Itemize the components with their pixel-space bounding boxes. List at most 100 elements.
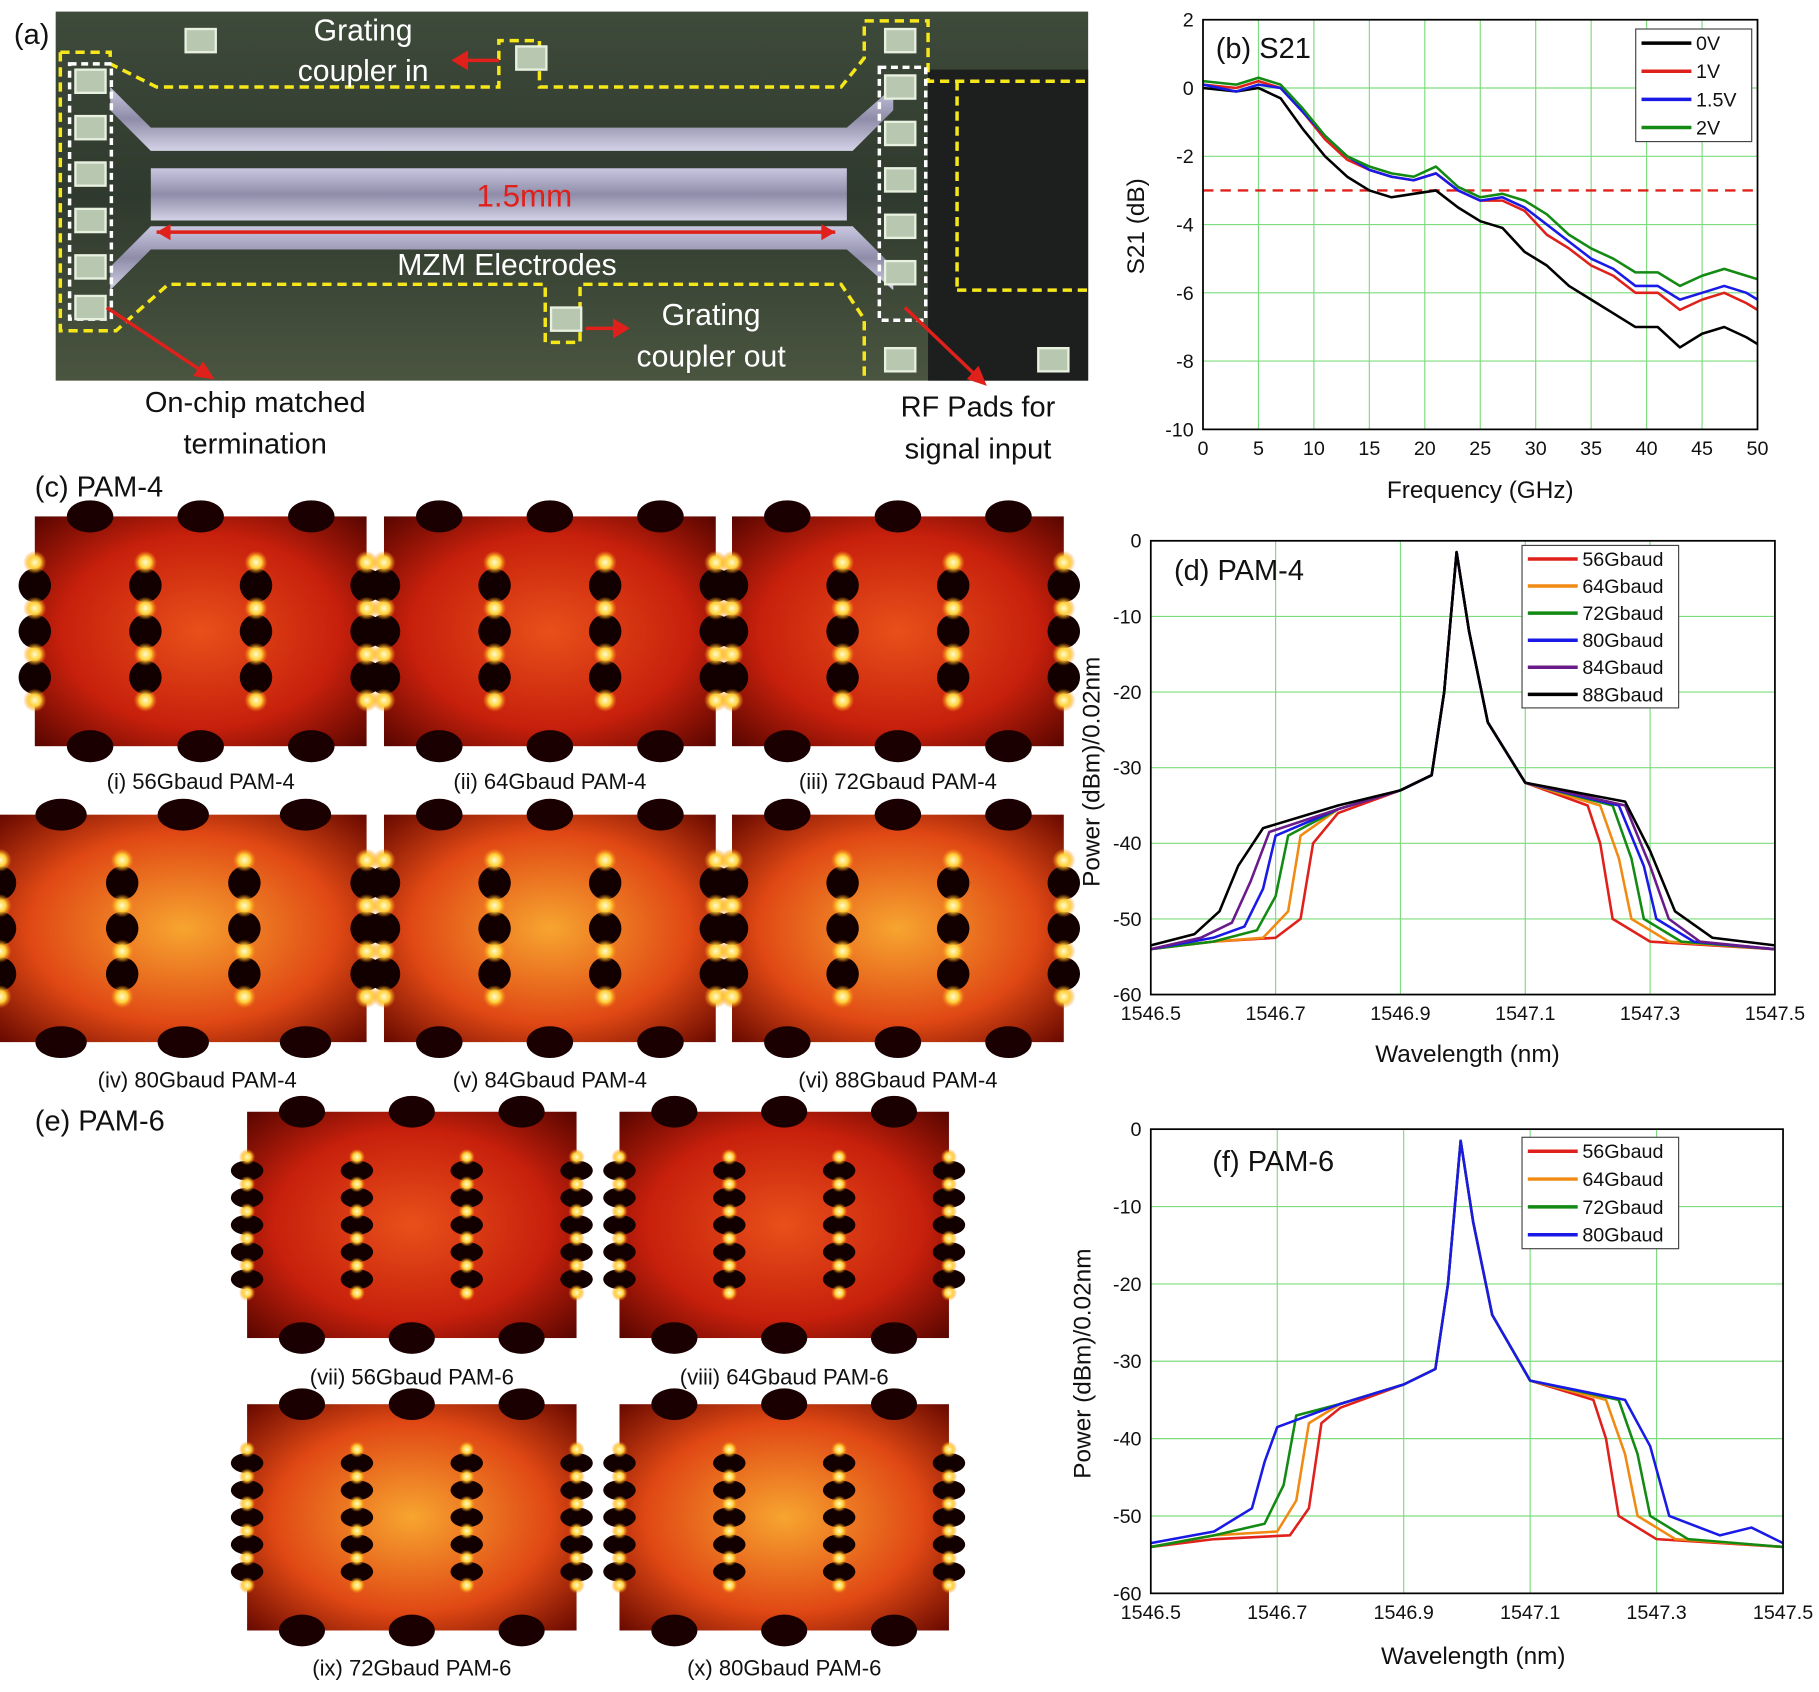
eye-opening (822, 1507, 856, 1528)
eye-crossing (611, 1257, 628, 1274)
contact-pad (74, 114, 107, 141)
eye-opening (588, 866, 622, 900)
series-line-2V (1202, 76, 1758, 288)
eye-crossing (0, 939, 12, 963)
eye-bottom-dark (526, 730, 574, 763)
eye-top-dark (985, 798, 1032, 831)
y-tick-label: -10 (1113, 1196, 1142, 1218)
eye-crossing (458, 1257, 475, 1274)
eye-opening (1047, 660, 1081, 695)
eye-top-dark (388, 1388, 435, 1421)
eye-opening (936, 866, 970, 900)
eye-crossing (593, 985, 617, 1009)
eye-crossing (704, 642, 728, 666)
eye-opening (822, 1534, 856, 1555)
eye-crossing (940, 1176, 958, 1193)
eye-diagram-panel (0, 798, 383, 1059)
eye-opening (560, 1214, 593, 1235)
eye-opening (713, 1480, 746, 1501)
eye-opening (715, 866, 749, 900)
eye-crossing (593, 939, 617, 963)
eye-crossing (482, 642, 507, 666)
eye-crossing (831, 1148, 848, 1166)
legend-label: 84Gbaud (1582, 657, 1663, 679)
panel-c-label: (c) PAM-4 (35, 472, 163, 504)
eye-crossing (568, 1441, 585, 1458)
eye-opening (588, 660, 622, 695)
eye-crossing (348, 1441, 366, 1458)
x-tick-label: 1547.3 (1626, 1602, 1686, 1624)
eye-top-dark (761, 1095, 808, 1128)
eye-crossing (568, 1176, 585, 1193)
contact-pad (515, 45, 548, 71)
plot-frame (1149, 539, 1776, 996)
termination-label-2: termination (183, 429, 326, 461)
eye-crossing (458, 1468, 475, 1485)
eye-opening (713, 1507, 746, 1528)
eye-opening (478, 911, 511, 946)
x-tick-label: 30 (1525, 438, 1547, 460)
eye-opening (105, 957, 139, 991)
eye-crossing (348, 1522, 366, 1540)
eye-bottom-dark (157, 1026, 209, 1059)
x-tick-label: 1546.9 (1370, 1003, 1430, 1025)
eye-crossing (721, 1148, 738, 1166)
eye-diagram-panel (715, 798, 1081, 1059)
eye-opening (822, 1160, 856, 1181)
x-tick-label: 10 (1303, 438, 1325, 460)
eye-crossing (831, 1549, 848, 1567)
eye-opening (1047, 911, 1081, 946)
eye-opening (932, 1561, 966, 1582)
eye-crossing (232, 894, 256, 918)
eye-crossing (133, 596, 157, 620)
eye-top-dark (870, 1095, 918, 1128)
eye-top-dark (157, 798, 209, 831)
eye-crossing (941, 894, 965, 918)
eye-opening (603, 1480, 636, 1501)
y-tick-label: -60 (1113, 1583, 1142, 1605)
eye-opening (230, 1187, 264, 1208)
eye-diagram-panel (18, 500, 383, 763)
eye-opening (826, 911, 859, 946)
eye-top-dark (279, 798, 332, 831)
eye-crossing (238, 1441, 256, 1458)
eye-opening (936, 911, 970, 946)
eye-opening (450, 1507, 483, 1528)
y-tick-label: -4 (1176, 215, 1194, 237)
eye-opening (478, 866, 511, 900)
eye-crossing (831, 688, 855, 712)
legend-label: 1.5V (1696, 89, 1737, 111)
chart-f-pam6-spectrum: 1546.5 1546.7 1546.9 1547.1 1547.3 1547.5 -60 -… (1069, 1119, 1813, 1670)
eye-crossing (238, 1230, 256, 1247)
eye-opening (560, 1242, 593, 1263)
eye-opening (603, 1534, 636, 1555)
eye-crossing (232, 939, 256, 963)
eye-crossing (940, 1203, 958, 1220)
eye-crossing (372, 894, 396, 918)
eye-bottom-dark (764, 1026, 811, 1059)
y-tick-label: -6 (1176, 283, 1194, 305)
y-tick-label: -10 (1165, 419, 1194, 441)
eye-crossing (721, 1441, 738, 1458)
eye-caption: (i) 56Gbaud PAM-4 (107, 769, 295, 794)
eye-opening (588, 911, 622, 946)
x-tick-label: 1547.5 (1753, 1602, 1813, 1624)
eye-crossing (1052, 596, 1076, 620)
eye-crossing (232, 848, 256, 872)
eye-top-dark (874, 500, 922, 533)
eye-opening (713, 1160, 746, 1181)
eye-background (732, 516, 1064, 747)
eye-crossing (721, 1495, 738, 1512)
eye-crossing (348, 1230, 366, 1247)
eye-top-dark (651, 1388, 698, 1421)
eye-opening (18, 568, 52, 603)
eye-crossing (611, 1148, 628, 1166)
eye-opening (340, 1214, 374, 1235)
legend-label: 88Gbaud (1582, 684, 1663, 706)
eye-crossing (941, 688, 965, 712)
eye-opening (603, 1269, 636, 1290)
eye-crossing (611, 1176, 628, 1193)
eye-opening (560, 1160, 593, 1181)
eye-opening (822, 1561, 856, 1582)
